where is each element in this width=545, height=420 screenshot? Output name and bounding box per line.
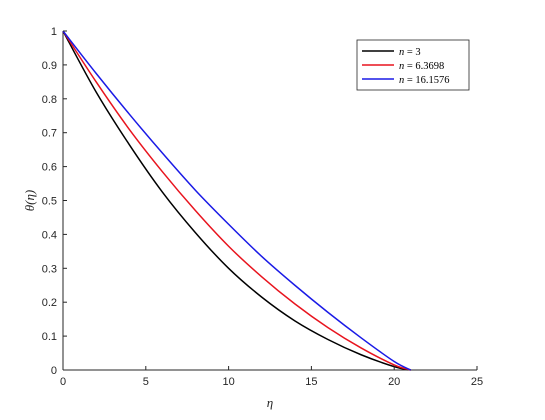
y-tick-label: 0.4 xyxy=(42,229,57,241)
series-line-1 xyxy=(62,30,411,371)
legend-entry: n = 16.1576 xyxy=(399,75,450,86)
x-tick-label: 15 xyxy=(305,376,317,388)
series-layer xyxy=(62,30,412,371)
y-tick-label: 0.1 xyxy=(42,331,57,343)
y-tick-label: 0 xyxy=(51,365,57,377)
x-tick-label: 0 xyxy=(60,376,66,388)
x-tick-label: 10 xyxy=(222,376,234,388)
x-tick-label: 5 xyxy=(143,376,149,388)
y-tick-label: 0.2 xyxy=(42,297,57,309)
legend-entry: n = 3 xyxy=(399,47,421,58)
x-tick-label: 25 xyxy=(471,376,483,388)
y-tick-label: 0.7 xyxy=(42,128,57,140)
y-tick-label: 0.6 xyxy=(42,162,57,174)
y-tick-label: 0.8 xyxy=(42,94,57,106)
x-tick-label: 20 xyxy=(388,376,400,388)
y-tick-label: 0.3 xyxy=(42,263,57,275)
x-axis-label: η xyxy=(267,395,273,410)
y-tick-label: 0.9 xyxy=(42,60,57,72)
y-axis-label: θ(η) xyxy=(22,190,37,212)
y-tick-label: 1 xyxy=(51,26,57,38)
ticks-layer: 0 5 10 15 20 25 0 0.1 0.2 0.3 0.4 0.5 0.6 0.7 0.8 0.9 1 xyxy=(42,26,483,388)
series-line-2 xyxy=(62,30,412,371)
legend-entry: n = 6.3698 xyxy=(399,61,444,72)
series-line-0 xyxy=(62,30,411,371)
y-tick-label: 0.5 xyxy=(42,196,57,208)
legend: n = 3 n = 6.3698 n = 16.1576 xyxy=(356,39,470,91)
